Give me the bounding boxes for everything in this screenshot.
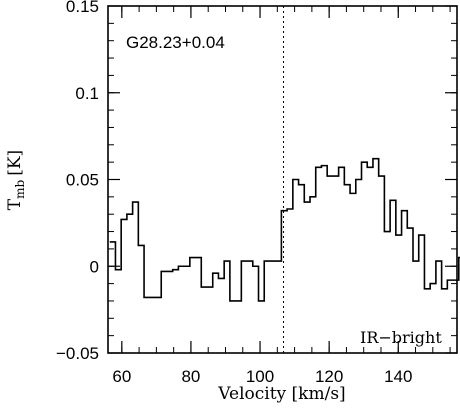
axis-ticks: [108, 5, 457, 354]
y-tick-label: 0.1: [75, 84, 99, 103]
x-tick-label: 60: [112, 367, 131, 386]
x-tick-labels: 60 80 100 120 140: [112, 367, 412, 386]
x-tick-label: 120: [315, 367, 343, 386]
y-axis-title: Tmb [K]: [5, 150, 27, 210]
x-tick-label: 100: [246, 367, 274, 386]
y-tick-label: −0.05: [56, 344, 99, 363]
y-tick-label: 0.05: [66, 171, 99, 190]
plot-frame: [107, 5, 458, 354]
y-axis-title-main: T: [5, 198, 25, 210]
source-label: G28.23+0.04: [126, 33, 225, 52]
x-tick-label: 80: [181, 367, 200, 386]
spectrum-series-line: [109, 157, 460, 302]
y-tick-label: 0: [90, 257, 99, 276]
y-axis-title-unit: [K]: [5, 150, 25, 176]
y-tick-labels: −0.05 0 0.05 0.1 0.15: [56, 0, 99, 363]
corner-label: IR−bright: [360, 328, 442, 347]
x-axis-title: Velocity [km/s]: [217, 384, 345, 404]
y-tick-label: 0.15: [66, 0, 99, 16]
y-axis-title-sub: mb: [13, 179, 27, 198]
x-tick-label: 140: [384, 367, 412, 386]
